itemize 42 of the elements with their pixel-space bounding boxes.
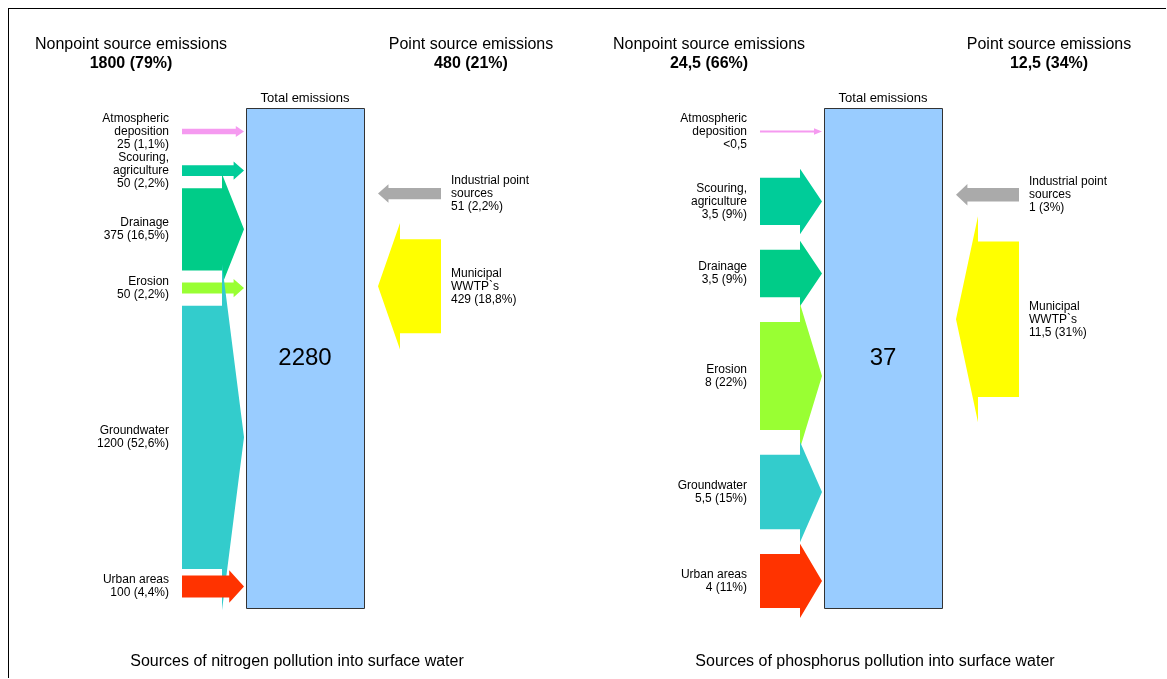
category-label: Urban areas bbox=[102, 572, 169, 587]
text: Point source emissions bbox=[388, 35, 554, 53]
category-label: Erosion bbox=[128, 273, 169, 288]
data-label: 100 (4,4%) bbox=[110, 585, 169, 600]
category-label: Atmospheric deposition bbox=[680, 110, 747, 138]
data-label: 5,5 (15%) bbox=[694, 490, 747, 505]
category-label: Municipal WWTP`s bbox=[1029, 298, 1080, 326]
data-label: 11,5 (31%) bbox=[1029, 324, 1087, 339]
category-label: Industrial point sources bbox=[451, 172, 530, 200]
text: 480 (21%) bbox=[434, 54, 508, 72]
category-label: Groundwater bbox=[677, 477, 747, 492]
text: 37 bbox=[869, 342, 897, 370]
text: Point source emissions bbox=[966, 35, 1132, 53]
category-label: Municipal WWTP`s bbox=[451, 265, 502, 293]
category-label: Industrial point sources bbox=[1029, 174, 1108, 202]
category-label: Atmospheric deposition bbox=[102, 110, 169, 138]
data-label: 51 (2,2%) bbox=[451, 198, 504, 213]
text: Sources of nitrogen pollution into surface water bbox=[130, 652, 465, 670]
text: 1800 (79%) bbox=[89, 54, 173, 72]
text: Total emissions bbox=[838, 89, 928, 105]
text: Total emissions bbox=[260, 89, 350, 105]
category-label: Drainage bbox=[120, 215, 170, 230]
data-label: 1 (3%) bbox=[1029, 200, 1065, 215]
text: 24,5 (66%) bbox=[669, 54, 749, 72]
category-label: Groundwater bbox=[99, 423, 169, 438]
category-label: Scouring, agriculture bbox=[690, 180, 748, 208]
data-label: <0,5 bbox=[723, 136, 748, 151]
data-label: 1200 (52,6%) bbox=[96, 436, 169, 451]
data-label: 50 (2,2%) bbox=[116, 286, 169, 301]
text: 2280 bbox=[278, 342, 332, 370]
text: Nonpoint source emissions bbox=[34, 35, 228, 53]
text: Nonpoint source emissions bbox=[612, 35, 806, 53]
category-label: Erosion bbox=[706, 361, 747, 376]
data-label: 3,5 (9%) bbox=[701, 272, 747, 287]
data-label: 8 (22%) bbox=[704, 374, 747, 389]
category-label: Urban areas bbox=[680, 566, 747, 581]
text: 12,5 (34%) bbox=[1009, 54, 1089, 72]
data-label: 375 (16,5%) bbox=[103, 228, 169, 243]
text: Sources of phosphorus pollution into surface water bbox=[695, 652, 1056, 670]
data-label: 429 (18,8%) bbox=[451, 291, 517, 306]
data-label: 4 (11%) bbox=[705, 579, 747, 594]
category-label: Drainage bbox=[698, 259, 748, 274]
